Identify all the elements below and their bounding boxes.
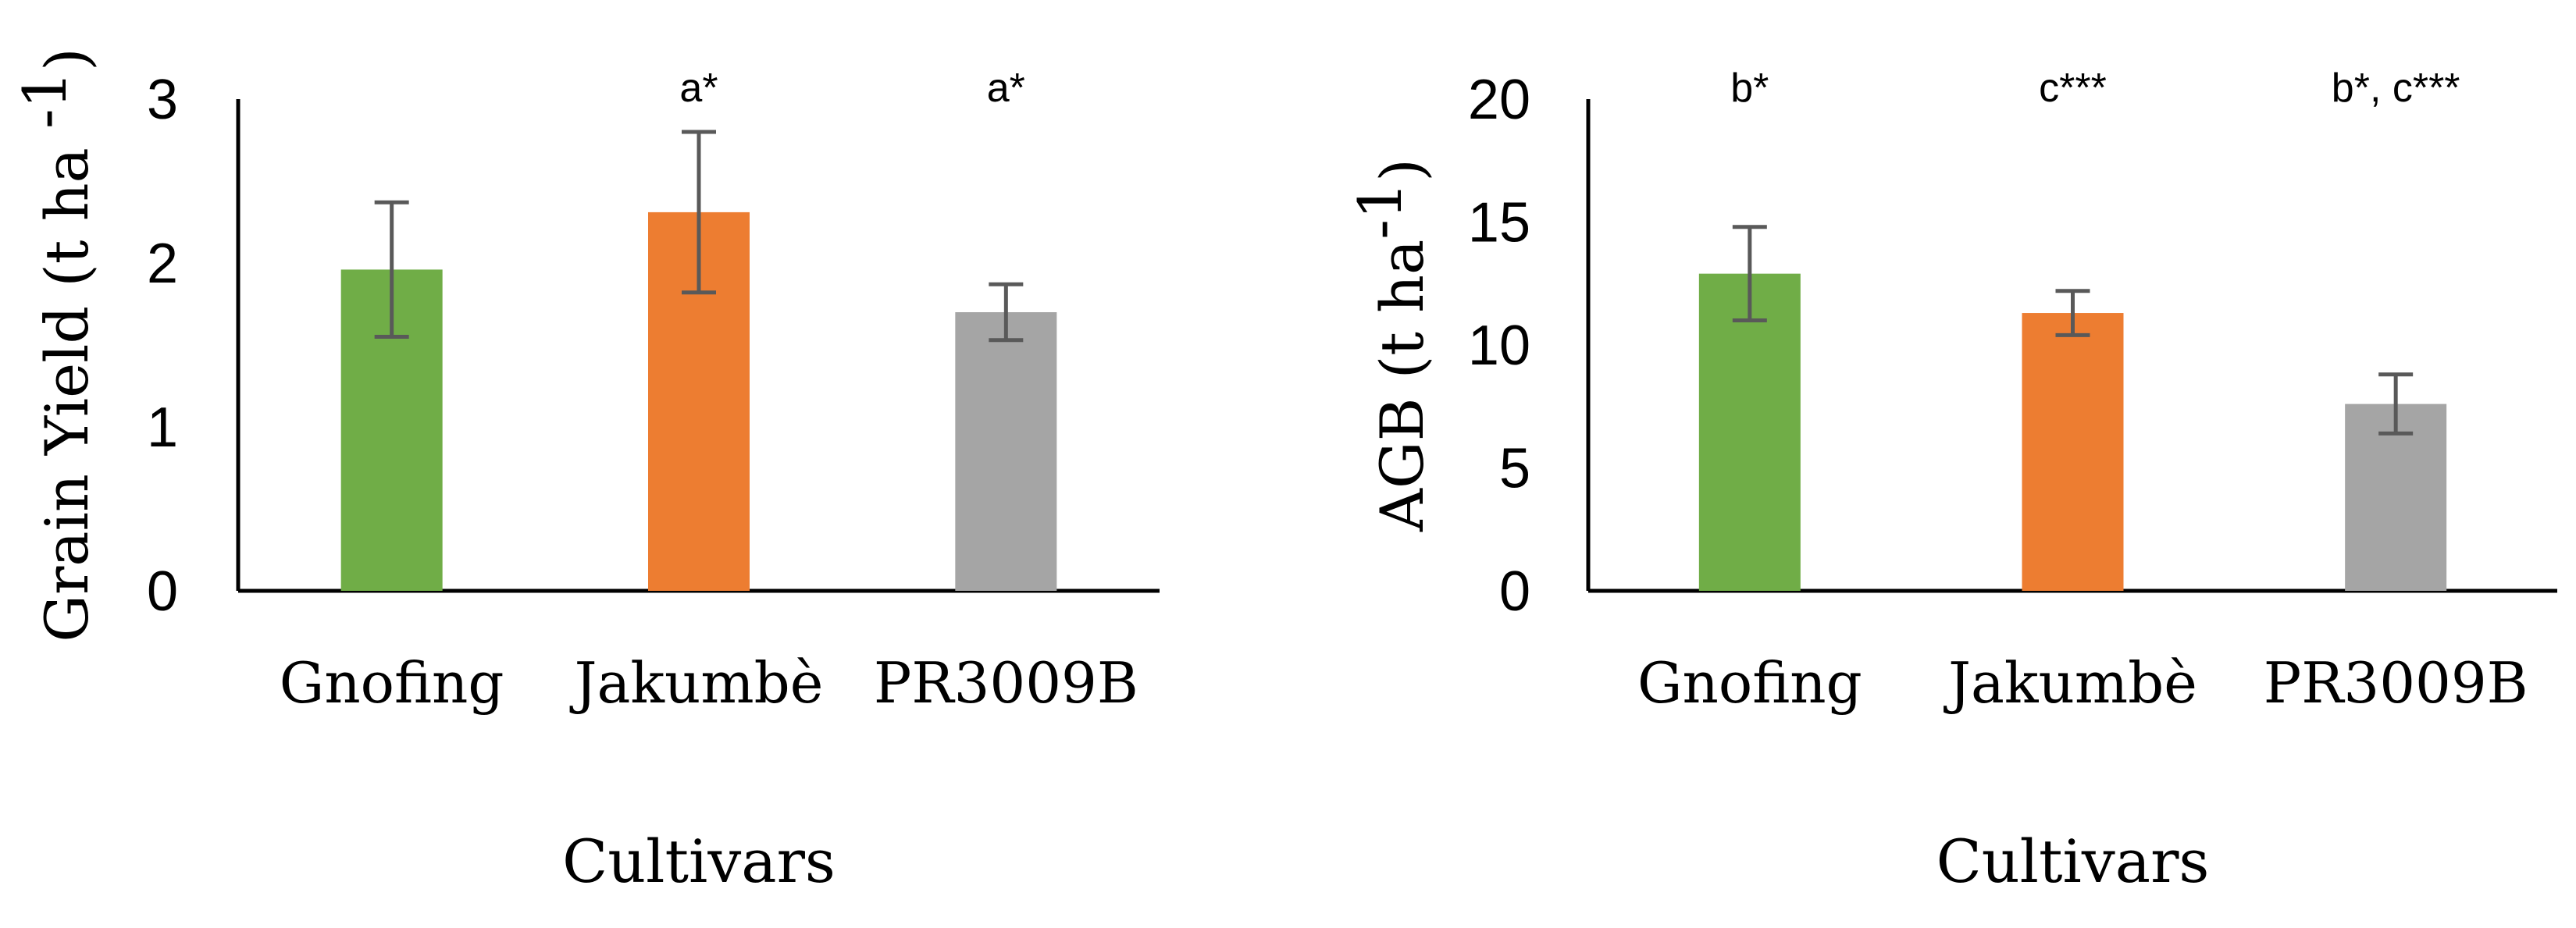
error-bar [1732, 225, 1767, 322]
y-axis-label: AGB (t ha-1) [1345, 158, 1437, 532]
y-axis-label-end: ) [1367, 158, 1437, 182]
y-tick-label: 10 [1468, 315, 1530, 377]
y-axis-label-superscript: -1 [1345, 182, 1415, 240]
error-bar [2378, 372, 2414, 436]
y-tick-label: 0 [1499, 560, 1530, 623]
category-label: PR3009B [2264, 650, 2528, 716]
y-tick-label: 0 [147, 560, 178, 623]
error-bar [374, 200, 409, 339]
x-axis-label: Cultivars [1936, 827, 2210, 896]
category-label: Gnofing [280, 650, 504, 716]
category-label: Jakumbè [569, 650, 824, 716]
category-label: PR3009B [874, 650, 1138, 716]
significance-label: a* [679, 66, 718, 111]
error-bar [682, 130, 716, 295]
significance-label: a* [987, 66, 1025, 111]
error-bar [2055, 289, 2090, 337]
chart-1: 0 1 2 3 Gnofing a* Jakumbè a* PR3009B Cultivars Gr… [10, 48, 1160, 896]
y-axis-label-main: Grain Yield (t ha [32, 129, 102, 642]
y-tick-label: 1 [147, 396, 178, 459]
bar-2 [2022, 313, 2124, 591]
significance-label: c*** [2039, 66, 2107, 111]
y-axis-label: Grain Yield (t ha -1) [10, 48, 102, 642]
error-bar [989, 282, 1024, 343]
category-label: Gnofing [1637, 650, 1862, 716]
y-axis-label-end: ) [32, 48, 102, 71]
bar-3 [955, 312, 1057, 591]
bar-1 [1698, 273, 1801, 591]
significance-label: b* [1730, 66, 1769, 111]
chart-2: 0 5 10 15 20 b* Gnofing c*** Jakumbè b*, c*** PR30… [1345, 66, 2557, 896]
significance-label: b*, c*** [2332, 66, 2460, 111]
y-tick-label: 15 [1468, 192, 1530, 254]
category-label: Jakumbè [1943, 650, 2197, 716]
y-axis-label-main: AGB (t ha [1367, 240, 1437, 532]
y-tick-label: 5 [1499, 438, 1530, 500]
y-tick-label: 3 [147, 69, 178, 131]
y-axis-label-superscript: -1 [10, 71, 80, 129]
y-tick-label: 2 [147, 233, 178, 295]
x-axis-label: Cultivars [562, 827, 836, 896]
y-tick-label: 20 [1468, 69, 1530, 131]
